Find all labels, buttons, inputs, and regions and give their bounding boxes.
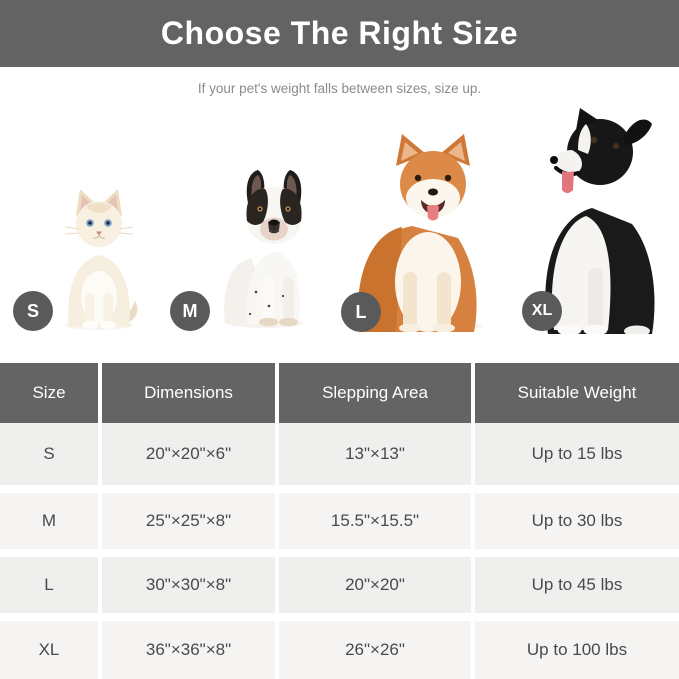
cell-size-xl: XL bbox=[0, 621, 98, 679]
size-table-body: S 20"×20"×6" 13"×13" Up to 15 lbs M 25"×… bbox=[0, 423, 679, 679]
cell-weight-s: Up to 15 lbs bbox=[475, 423, 679, 485]
size-badge-l: L bbox=[341, 292, 381, 332]
cell-size-l: L bbox=[0, 557, 98, 613]
size-table-header: Size Dimensions Slepping Area Suitable W… bbox=[0, 363, 679, 423]
cell-sleeping-area-xl: 26"×26" bbox=[279, 621, 471, 679]
page-title: Choose The Right Size bbox=[160, 15, 519, 51]
cell-weight-xl: Up to 100 lbs bbox=[475, 621, 679, 679]
cell-dimensions-m: 25"×25"×8" bbox=[102, 493, 275, 549]
cell-size-s: S bbox=[0, 423, 98, 485]
french-bulldog-illustration bbox=[224, 170, 303, 328]
shiba-inu-photo bbox=[340, 130, 496, 332]
cell-dimensions-s: 20"×20"×6" bbox=[102, 423, 275, 485]
cell-weight-l: Up to 45 lbs bbox=[475, 557, 679, 613]
column-header-sleeping-area: Slepping Area bbox=[279, 363, 471, 423]
size-badge-xl: XL bbox=[522, 291, 562, 331]
border-collie-photo bbox=[520, 106, 662, 334]
cell-dimensions-l: 30"×30"×8" bbox=[102, 557, 275, 613]
french-bulldog-photo bbox=[223, 168, 307, 328]
column-header-suitable-weight: Suitable Weight bbox=[475, 363, 679, 423]
cell-size-m: M bbox=[0, 493, 98, 549]
banner: Choose The Right Size bbox=[0, 0, 679, 67]
column-header-dimensions: Dimensions bbox=[102, 363, 275, 423]
size-table: Size Dimensions Slepping Area Suitable W… bbox=[0, 363, 679, 679]
size-badge-s: S bbox=[13, 291, 53, 331]
cell-dimensions-xl: 36"×36"×8" bbox=[102, 621, 275, 679]
cell-sleeping-area-s: 13"×13" bbox=[279, 423, 471, 485]
border-collie-illustration bbox=[535, 108, 655, 334]
shiba-inu-illustration bbox=[358, 134, 482, 332]
size-badge-m: M bbox=[170, 291, 210, 331]
cell-sleeping-area-m: 15.5"×15.5" bbox=[279, 493, 471, 549]
column-header-size: Size bbox=[0, 363, 98, 423]
cell-sleeping-area-l: 20"×20" bbox=[279, 557, 471, 613]
cat-photo bbox=[55, 185, 143, 330]
cell-weight-m: Up to 30 lbs bbox=[475, 493, 679, 549]
subtitle: If your pet's weight falls between sizes… bbox=[197, 81, 482, 96]
cat-illustration bbox=[64, 189, 138, 330]
